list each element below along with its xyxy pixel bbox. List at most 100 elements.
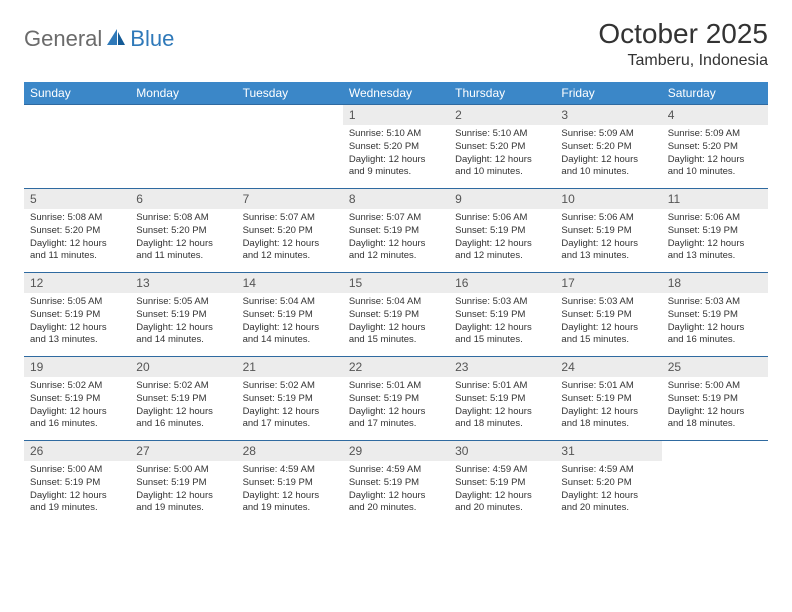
calendar-day-cell: 5Sunrise: 5:08 AMSunset: 5:20 PMDaylight… [24,189,130,273]
weekday-header: Thursday [449,82,555,105]
day-number: 18 [662,273,768,293]
day-number: 21 [237,357,343,377]
day-number: 25 [662,357,768,377]
calendar-day-cell: 27Sunrise: 5:00 AMSunset: 5:19 PMDayligh… [130,441,236,525]
day-number [24,105,130,111]
day-number: 14 [237,273,343,293]
calendar-day-cell: 18Sunrise: 5:03 AMSunset: 5:19 PMDayligh… [662,273,768,357]
day-number: 4 [662,105,768,125]
logo-text-general: General [24,26,102,52]
day-details: Sunrise: 5:07 AMSunset: 5:19 PMDaylight:… [343,209,449,267]
day-number: 24 [555,357,661,377]
calendar-day-cell: 13Sunrise: 5:05 AMSunset: 5:19 PMDayligh… [130,273,236,357]
calendar-day-cell: 14Sunrise: 5:04 AMSunset: 5:19 PMDayligh… [237,273,343,357]
calendar-day-cell [130,105,236,189]
day-details: Sunrise: 5:05 AMSunset: 5:19 PMDaylight:… [24,293,130,351]
calendar-day-cell [24,105,130,189]
weekday-header: Friday [555,82,661,105]
day-details: Sunrise: 5:09 AMSunset: 5:20 PMDaylight:… [662,125,768,183]
calendar-week-row: 5Sunrise: 5:08 AMSunset: 5:20 PMDaylight… [24,189,768,273]
calendar-day-cell: 4Sunrise: 5:09 AMSunset: 5:20 PMDaylight… [662,105,768,189]
day-number: 22 [343,357,449,377]
day-details: Sunrise: 5:02 AMSunset: 5:19 PMDaylight:… [130,377,236,435]
day-details: Sunrise: 4:59 AMSunset: 5:19 PMDaylight:… [343,461,449,519]
day-number [662,441,768,447]
calendar-day-cell: 22Sunrise: 5:01 AMSunset: 5:19 PMDayligh… [343,357,449,441]
day-number: 27 [130,441,236,461]
calendar-day-cell: 28Sunrise: 4:59 AMSunset: 5:19 PMDayligh… [237,441,343,525]
calendar-day-cell: 31Sunrise: 4:59 AMSunset: 5:20 PMDayligh… [555,441,661,525]
day-number: 16 [449,273,555,293]
calendar-day-cell: 16Sunrise: 5:03 AMSunset: 5:19 PMDayligh… [449,273,555,357]
day-number: 2 [449,105,555,125]
day-number: 1 [343,105,449,125]
day-number: 31 [555,441,661,461]
day-number: 12 [24,273,130,293]
calendar-week-row: 12Sunrise: 5:05 AMSunset: 5:19 PMDayligh… [24,273,768,357]
weekday-header-row: Sunday Monday Tuesday Wednesday Thursday… [24,82,768,105]
day-details: Sunrise: 5:08 AMSunset: 5:20 PMDaylight:… [130,209,236,267]
calendar-day-cell: 24Sunrise: 5:01 AMSunset: 5:19 PMDayligh… [555,357,661,441]
title-block: October 2025 Tamberu, Indonesia [598,18,768,70]
day-number: 17 [555,273,661,293]
calendar-day-cell: 19Sunrise: 5:02 AMSunset: 5:19 PMDayligh… [24,357,130,441]
day-details: Sunrise: 5:05 AMSunset: 5:19 PMDaylight:… [130,293,236,351]
day-details: Sunrise: 5:01 AMSunset: 5:19 PMDaylight:… [555,377,661,435]
weekday-header: Monday [130,82,236,105]
logo-text-blue: Blue [130,26,174,52]
day-details: Sunrise: 5:04 AMSunset: 5:19 PMDaylight:… [343,293,449,351]
calendar-day-cell: 29Sunrise: 4:59 AMSunset: 5:19 PMDayligh… [343,441,449,525]
day-number: 15 [343,273,449,293]
month-title: October 2025 [598,18,768,50]
day-details: Sunrise: 5:00 AMSunset: 5:19 PMDaylight:… [130,461,236,519]
calendar-day-cell: 30Sunrise: 4:59 AMSunset: 5:19 PMDayligh… [449,441,555,525]
calendar-day-cell: 2Sunrise: 5:10 AMSunset: 5:20 PMDaylight… [449,105,555,189]
day-number: 26 [24,441,130,461]
day-number: 23 [449,357,555,377]
day-details: Sunrise: 4:59 AMSunset: 5:19 PMDaylight:… [237,461,343,519]
day-details: Sunrise: 5:03 AMSunset: 5:19 PMDaylight:… [449,293,555,351]
calendar-table: Sunday Monday Tuesday Wednesday Thursday… [24,82,768,525]
day-number: 5 [24,189,130,209]
day-number: 13 [130,273,236,293]
day-details: Sunrise: 5:01 AMSunset: 5:19 PMDaylight:… [343,377,449,435]
calendar-day-cell: 10Sunrise: 5:06 AMSunset: 5:19 PMDayligh… [555,189,661,273]
day-details: Sunrise: 4:59 AMSunset: 5:20 PMDaylight:… [555,461,661,519]
day-number: 30 [449,441,555,461]
day-number: 29 [343,441,449,461]
calendar-day-cell: 12Sunrise: 5:05 AMSunset: 5:19 PMDayligh… [24,273,130,357]
calendar-day-cell: 21Sunrise: 5:02 AMSunset: 5:19 PMDayligh… [237,357,343,441]
day-number: 10 [555,189,661,209]
calendar-day-cell: 15Sunrise: 5:04 AMSunset: 5:19 PMDayligh… [343,273,449,357]
logo-sail-icon [106,28,126,51]
calendar-day-cell: 7Sunrise: 5:07 AMSunset: 5:20 PMDaylight… [237,189,343,273]
weekday-header: Wednesday [343,82,449,105]
day-details: Sunrise: 5:03 AMSunset: 5:19 PMDaylight:… [662,293,768,351]
calendar-day-cell: 11Sunrise: 5:06 AMSunset: 5:19 PMDayligh… [662,189,768,273]
header: General Blue October 2025 Tamberu, Indon… [24,18,768,70]
day-number [130,105,236,111]
day-details: Sunrise: 5:08 AMSunset: 5:20 PMDaylight:… [24,209,130,267]
day-details: Sunrise: 5:03 AMSunset: 5:19 PMDaylight:… [555,293,661,351]
day-details: Sunrise: 5:10 AMSunset: 5:20 PMDaylight:… [343,125,449,183]
day-details: Sunrise: 5:04 AMSunset: 5:19 PMDaylight:… [237,293,343,351]
calendar-day-cell: 9Sunrise: 5:06 AMSunset: 5:19 PMDaylight… [449,189,555,273]
day-details: Sunrise: 5:01 AMSunset: 5:19 PMDaylight:… [449,377,555,435]
logo: General Blue [24,26,174,52]
calendar-day-cell: 6Sunrise: 5:08 AMSunset: 5:20 PMDaylight… [130,189,236,273]
day-number: 11 [662,189,768,209]
calendar-day-cell: 23Sunrise: 5:01 AMSunset: 5:19 PMDayligh… [449,357,555,441]
day-details: Sunrise: 5:00 AMSunset: 5:19 PMDaylight:… [24,461,130,519]
day-details: Sunrise: 5:02 AMSunset: 5:19 PMDaylight:… [237,377,343,435]
calendar-day-cell [662,441,768,525]
day-details: Sunrise: 5:02 AMSunset: 5:19 PMDaylight:… [24,377,130,435]
day-details: Sunrise: 5:06 AMSunset: 5:19 PMDaylight:… [662,209,768,267]
calendar-day-cell: 8Sunrise: 5:07 AMSunset: 5:19 PMDaylight… [343,189,449,273]
location: Tamberu, Indonesia [598,52,768,70]
weekday-header: Tuesday [237,82,343,105]
day-number: 8 [343,189,449,209]
day-details: Sunrise: 5:10 AMSunset: 5:20 PMDaylight:… [449,125,555,183]
day-details: Sunrise: 5:07 AMSunset: 5:20 PMDaylight:… [237,209,343,267]
day-number: 28 [237,441,343,461]
calendar-week-row: 19Sunrise: 5:02 AMSunset: 5:19 PMDayligh… [24,357,768,441]
